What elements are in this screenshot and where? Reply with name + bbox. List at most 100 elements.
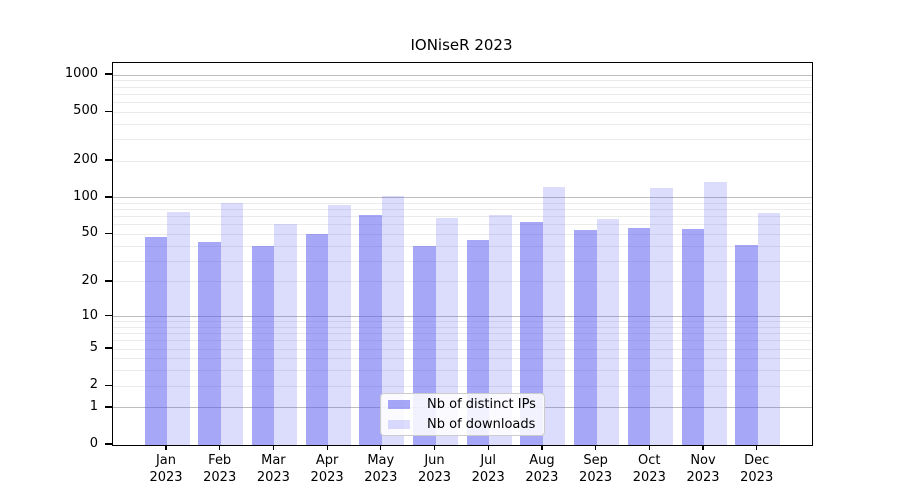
- x-tick-mark: [648, 445, 650, 450]
- x-tick-label-nov: Nov 2023: [686, 453, 720, 485]
- gridline-minor: [113, 123, 812, 125]
- y-tick-mark: [105, 110, 112, 112]
- x-tick-label-oct: Oct 2023: [632, 453, 666, 485]
- x-tick-mark: [595, 445, 597, 450]
- y-tick-mark: [105, 232, 112, 235]
- legend-row-distinct-ips: Nb of distinct IPs: [381, 396, 544, 413]
- x-tick-mark: [487, 445, 489, 450]
- bar-aug-distinct-ips: [520, 222, 543, 445]
- gridline-minor: [113, 281, 812, 283]
- x-tick-label-may: May 2023: [364, 453, 398, 485]
- x-tick-label-jan: Jan 2023: [149, 453, 183, 485]
- gridline-minor: [113, 340, 812, 342]
- y-tick-label: 0: [89, 436, 98, 451]
- y-tick-mark: [105, 443, 112, 445]
- y-tick-label: 100: [73, 188, 98, 204]
- y-tick-mark: [105, 280, 112, 282]
- bar-mar-downloads: [274, 224, 297, 445]
- gridline-minor: [113, 224, 812, 226]
- y-tick-label: 2: [89, 377, 98, 393]
- y-tick-label: 10: [81, 307, 98, 323]
- gridline-minor: [113, 101, 812, 103]
- gridline-minor: [113, 202, 812, 204]
- x-tick-label-jul: Jul 2023: [471, 453, 505, 485]
- legend-label-downloads: Nb of downloads: [427, 417, 536, 432]
- gridline-minor: [113, 326, 812, 328]
- plot-area: Nb of distinct IPs Nb of downloads: [112, 62, 813, 446]
- gridline-minor: [113, 333, 812, 335]
- bar-jan-downloads: [167, 211, 190, 445]
- legend-row-downloads: Nb of downloads: [381, 416, 544, 433]
- bar-jan-distinct-ips: [144, 236, 167, 445]
- x-tick-label-aug: Aug 2023: [525, 453, 559, 485]
- x-tick-mark: [380, 445, 382, 450]
- y-tick-label: 200: [73, 152, 98, 168]
- gridline-minor: [113, 138, 812, 140]
- y-tick-mark: [105, 406, 112, 408]
- y-tick-mark: [105, 73, 112, 75]
- x-tick-mark: [541, 445, 543, 450]
- bar-feb-downloads: [220, 203, 244, 445]
- gridline-minor: [113, 86, 812, 88]
- x-tick-label-dec: Dec 2023: [740, 453, 774, 485]
- gridline-major: [113, 316, 812, 318]
- bar-oct-distinct-ips: [627, 227, 651, 445]
- bar-sep-distinct-ips: [574, 230, 597, 445]
- x-tick-label-jun: Jun 2023: [417, 453, 452, 485]
- y-tick-mark: [105, 315, 112, 317]
- x-tick-label-feb: Feb 2023: [203, 453, 237, 485]
- gridline-minor: [113, 216, 812, 218]
- gridline-major: [113, 197, 812, 199]
- bar-jul-downloads: [489, 214, 512, 445]
- gridline-minor: [113, 348, 812, 350]
- bar-aug-downloads: [542, 187, 566, 445]
- y-tick-label: 1000: [64, 66, 98, 82]
- gridline-minor: [113, 321, 812, 323]
- bar-dec-downloads: [757, 213, 781, 445]
- y-tick-mark: [105, 196, 112, 198]
- y-tick-label: 20: [81, 272, 98, 288]
- x-tick-label-sep: Sep 2023: [579, 453, 613, 485]
- gridline-minor: [113, 160, 812, 162]
- gridline-minor: [113, 370, 812, 372]
- x-tick-mark: [272, 445, 275, 450]
- y-tick-label: 1: [89, 398, 98, 414]
- x-tick-mark: [165, 445, 167, 450]
- bar-nov-distinct-ips: [681, 229, 704, 445]
- x-tick-mark: [219, 445, 221, 450]
- gridline-minor: [113, 80, 812, 82]
- bar-nov-downloads: [704, 181, 727, 445]
- x-tick-label-mar: Mar 2023: [256, 453, 290, 485]
- y-tick-label: 5: [89, 340, 98, 356]
- bar-jun-downloads: [435, 218, 458, 445]
- x-tick-mark: [756, 445, 758, 450]
- x-tick-label-apr: Apr 2023: [310, 453, 344, 485]
- legend-swatch-distinct-ips: [388, 400, 410, 409]
- gridline-minor: [113, 358, 812, 360]
- gridline-minor: [113, 260, 812, 262]
- gridline-minor: [113, 111, 812, 113]
- x-tick-mark: [702, 445, 704, 450]
- bar-sep-downloads: [596, 219, 620, 445]
- legend-swatch-downloads: [388, 420, 410, 429]
- gridline-minor: [113, 245, 812, 247]
- x-tick-mark: [433, 445, 436, 450]
- bar-feb-distinct-ips: [198, 242, 221, 445]
- bar-oct-downloads: [650, 187, 673, 445]
- y-tick-mark: [105, 384, 112, 386]
- x-tick-mark: [326, 445, 328, 450]
- gridline-minor: [113, 233, 812, 235]
- gridline-major: [113, 74, 812, 76]
- y-tick-label: 50: [81, 225, 98, 241]
- bar-dec-distinct-ips: [735, 244, 758, 445]
- legend: Nb of distinct IPs Nb of downloads: [380, 393, 545, 436]
- bar-apr-distinct-ips: [305, 234, 329, 445]
- gridline-minor: [113, 209, 812, 211]
- gridline-minor: [113, 385, 812, 387]
- bar-apr-downloads: [328, 205, 351, 445]
- chart-title: IONiseR 2023: [410, 36, 513, 54]
- bar-mar-distinct-ips: [251, 246, 275, 445]
- bar-may-distinct-ips: [359, 214, 382, 445]
- y-tick-mark: [105, 347, 112, 349]
